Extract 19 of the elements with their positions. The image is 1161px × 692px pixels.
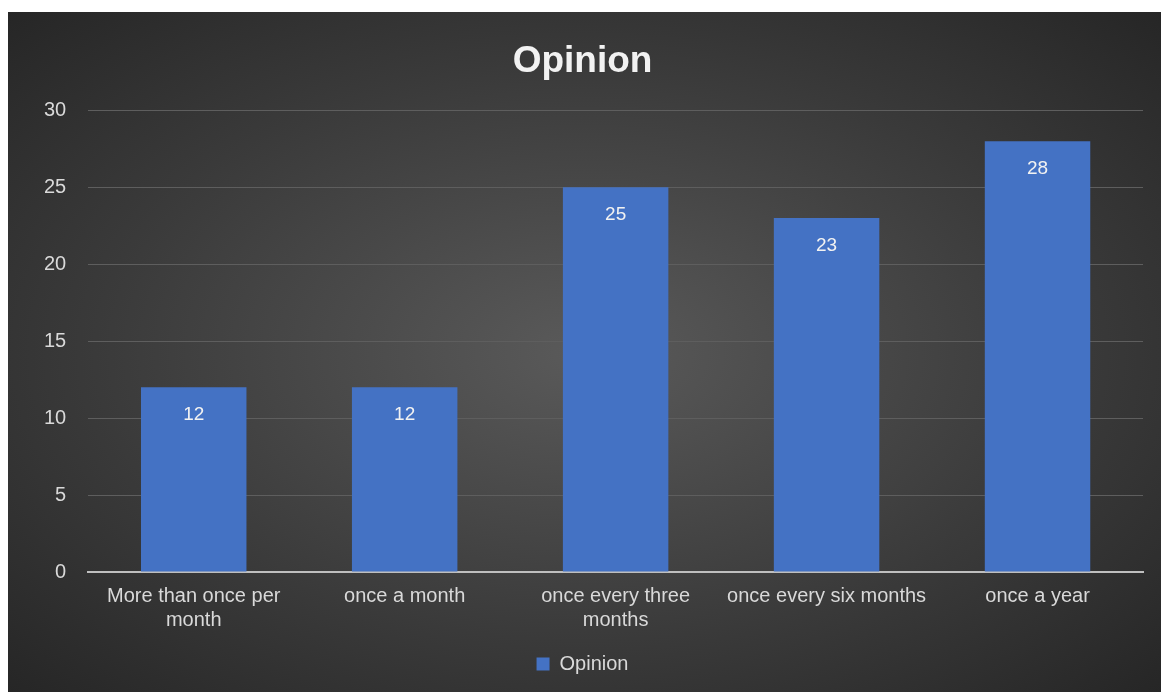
y-tick-label: 5 — [55, 482, 67, 505]
y-tick-label: 10 — [44, 405, 67, 428]
data-label: 12 — [183, 403, 205, 425]
data-label: 12 — [394, 403, 416, 425]
x-tick-label: once a year — [985, 583, 1091, 606]
legend-label: Opinion — [559, 651, 629, 674]
data-label: 23 — [816, 233, 838, 255]
y-tick-label: 0 — [55, 559, 67, 582]
y-tick-label: 30 — [44, 97, 67, 120]
x-tick-label: once a month — [344, 583, 466, 606]
data-label: 28 — [1026, 156, 1049, 178]
x-tick-label: once every three months — [541, 583, 691, 630]
y-tick-label: 20 — [44, 251, 67, 274]
data-label: 25 — [605, 203, 627, 225]
x-tick-label: once every six months — [727, 583, 927, 606]
x-tick-label: More than once per month — [107, 583, 281, 630]
y-tick-label: 25 — [44, 174, 67, 197]
chart-title: Opinion — [512, 39, 653, 81]
y-tick-label: 15 — [44, 328, 67, 351]
